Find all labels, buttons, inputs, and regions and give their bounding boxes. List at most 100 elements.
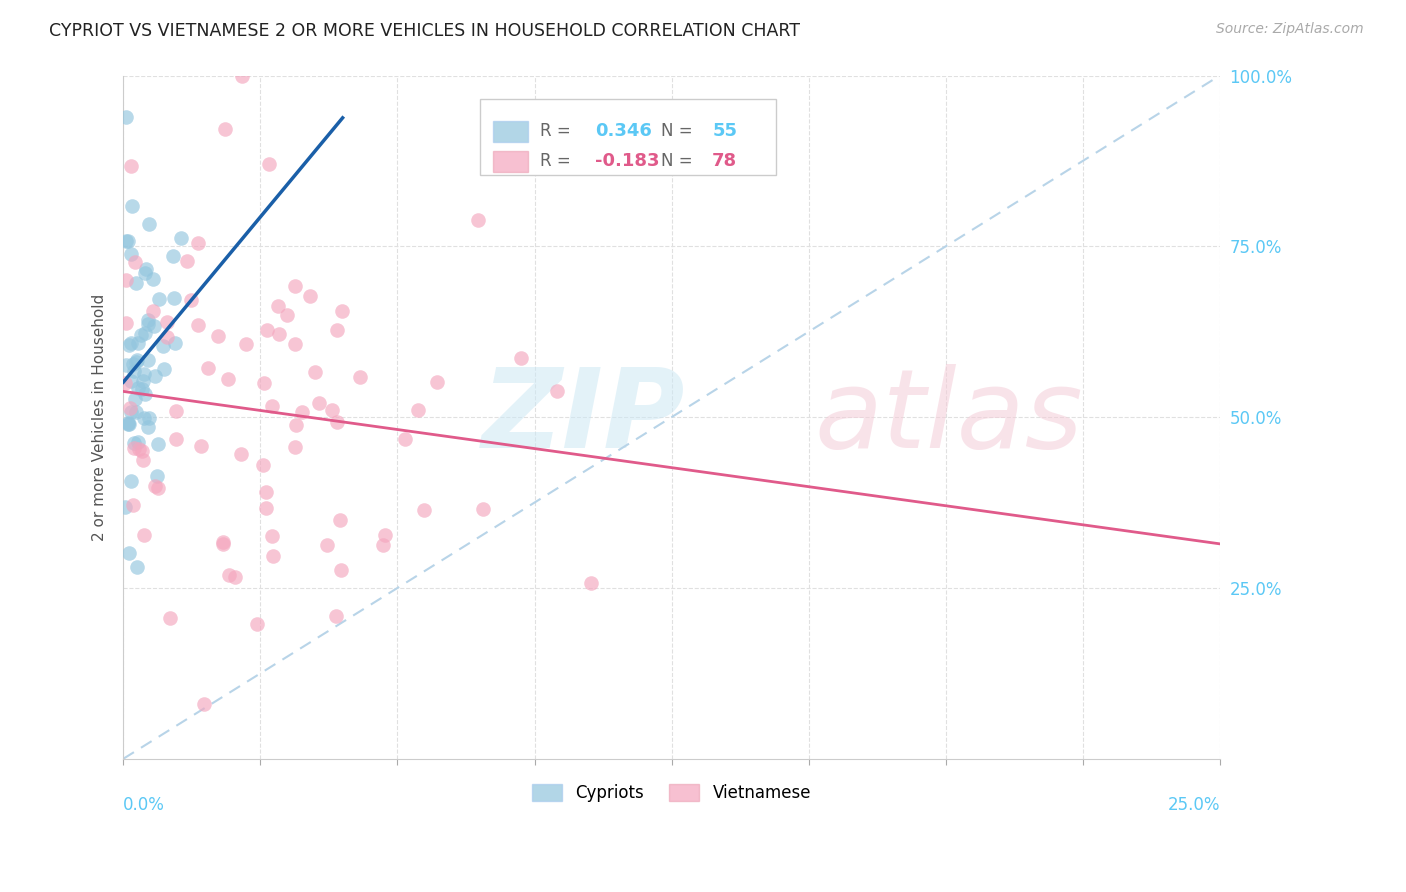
Point <box>299 289 322 303</box>
Point <box>373 538 395 552</box>
Y-axis label: 2 or more Vehicles in Household: 2 or more Vehicles in Household <box>93 293 107 541</box>
Point <box>117 416 139 430</box>
Point <box>118 417 141 431</box>
Text: 55: 55 <box>713 122 737 140</box>
Point <box>211 537 233 551</box>
Point <box>165 404 187 418</box>
Point <box>162 249 184 263</box>
Point <box>134 387 156 401</box>
Legend: Cypriots, Vietnamese: Cypriots, Vietnamese <box>526 777 818 808</box>
Point <box>170 231 193 245</box>
Point <box>321 403 343 417</box>
Point <box>148 481 170 495</box>
Point <box>114 316 136 330</box>
Point <box>214 122 236 136</box>
Text: ZIP: ZIP <box>482 364 686 471</box>
Point <box>284 278 307 293</box>
Point <box>132 411 155 425</box>
Point <box>136 318 159 332</box>
Point <box>117 338 139 352</box>
Point <box>260 529 283 543</box>
Point <box>207 329 229 343</box>
Point <box>467 213 489 227</box>
Point <box>267 299 290 313</box>
Point <box>235 337 257 351</box>
Point <box>229 447 252 461</box>
Point <box>125 276 148 290</box>
Point <box>122 441 145 455</box>
Point <box>134 266 156 280</box>
Point <box>138 217 160 231</box>
Point <box>190 439 212 453</box>
Text: Source: ZipAtlas.com: Source: ZipAtlas.com <box>1216 22 1364 37</box>
Point <box>197 361 219 376</box>
Point <box>125 352 148 367</box>
Point <box>156 330 179 344</box>
Point <box>406 403 429 417</box>
Point <box>187 318 209 333</box>
Point <box>124 435 146 450</box>
Point <box>146 437 169 451</box>
Point <box>256 323 278 337</box>
Point <box>114 376 136 391</box>
Text: CYPRIOT VS VIETNAMESE 2 OR MORE VEHICLES IN HOUSEHOLD CORRELATION CHART: CYPRIOT VS VIETNAMESE 2 OR MORE VEHICLES… <box>49 22 800 40</box>
Text: 0.346: 0.346 <box>595 122 652 140</box>
Point <box>218 568 240 582</box>
Text: atlas: atlas <box>814 364 1083 471</box>
Point <box>510 351 533 366</box>
Point <box>120 159 142 173</box>
Point <box>124 254 146 268</box>
Point <box>142 271 165 285</box>
Text: 0.0%: 0.0% <box>124 797 165 814</box>
Point <box>291 405 314 419</box>
Point <box>134 368 156 382</box>
Point <box>187 236 209 251</box>
Point <box>120 475 142 489</box>
Text: 25.0%: 25.0% <box>1167 797 1220 814</box>
Point <box>148 292 170 306</box>
Point <box>546 384 568 399</box>
Point <box>252 458 274 472</box>
Point <box>120 405 142 419</box>
Point <box>165 335 187 350</box>
Point <box>132 374 155 388</box>
Point <box>117 417 139 432</box>
Point <box>260 399 283 413</box>
Point <box>115 358 138 372</box>
Point <box>138 420 160 434</box>
Point <box>127 381 149 395</box>
Point <box>304 365 326 379</box>
Point <box>231 69 253 83</box>
Point <box>413 503 436 517</box>
FancyBboxPatch shape <box>494 151 527 172</box>
Point <box>121 357 143 371</box>
Point <box>138 410 160 425</box>
Point <box>579 575 602 590</box>
Point <box>349 370 371 384</box>
Point <box>122 363 145 377</box>
FancyBboxPatch shape <box>494 121 527 142</box>
Point <box>329 513 352 527</box>
Point <box>284 337 307 351</box>
Point <box>143 368 166 383</box>
Point <box>120 335 142 350</box>
Point <box>176 253 198 268</box>
Point <box>131 382 153 396</box>
Point <box>326 416 349 430</box>
Point <box>120 375 142 389</box>
Text: -0.183: -0.183 <box>595 153 659 170</box>
Point <box>127 336 149 351</box>
Point <box>276 308 298 322</box>
Point <box>125 560 148 574</box>
Point <box>128 442 150 457</box>
Point <box>262 549 284 563</box>
FancyBboxPatch shape <box>479 99 776 175</box>
Point <box>180 293 202 307</box>
Point <box>159 611 181 625</box>
Point <box>152 339 174 353</box>
Point <box>146 469 169 483</box>
Point <box>330 563 353 577</box>
Point <box>308 395 330 409</box>
Point <box>136 352 159 367</box>
Point <box>426 375 449 389</box>
